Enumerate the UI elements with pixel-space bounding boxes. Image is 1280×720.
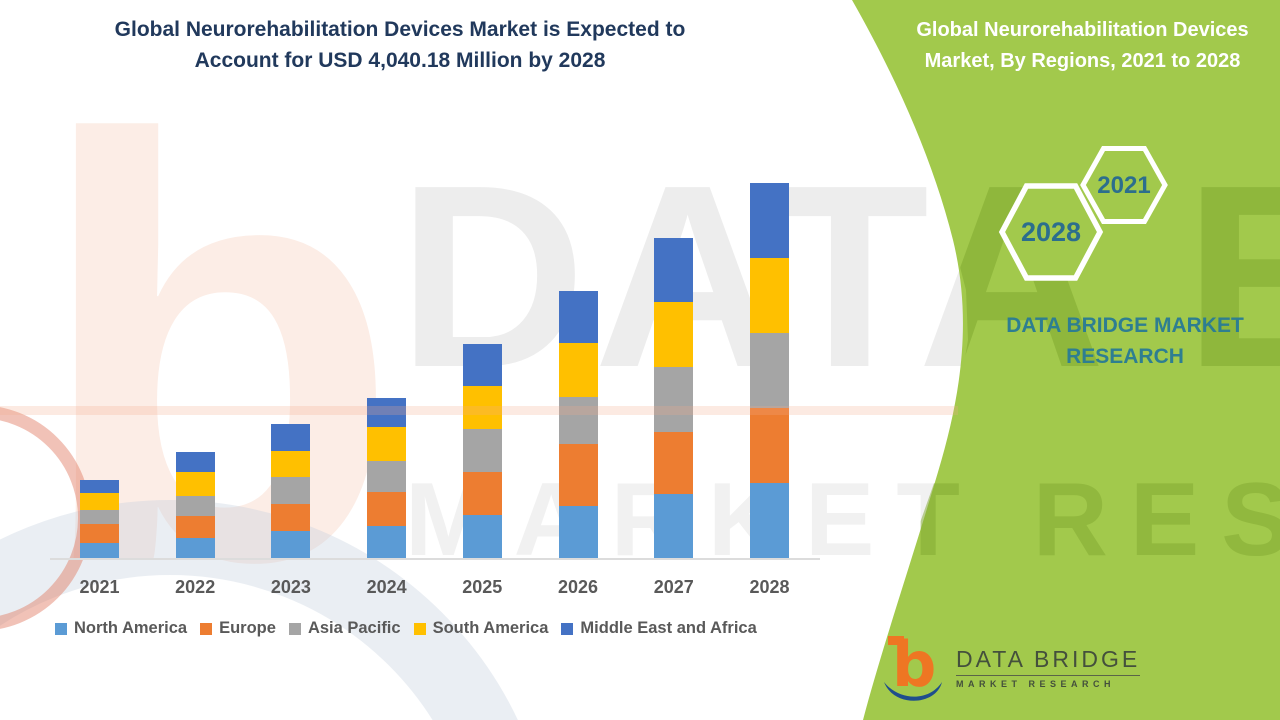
brand-text-line1: DATA BRIDGE MARKET — [1006, 314, 1244, 337]
bar-2023 — [271, 423, 311, 558]
bar-segment-middle-east-and-africa — [462, 343, 502, 386]
chart-title-line1: Global Neurorehabilitation Devices Marke… — [114, 18, 686, 41]
bar-segment-north-america — [367, 525, 407, 558]
bar-segment-asia-pacific — [654, 366, 694, 432]
bar-segment-middle-east-and-africa — [80, 480, 119, 493]
bar-segment-north-america — [558, 505, 598, 558]
bar-2022 — [175, 451, 215, 558]
x-axis-label-2022: 2022 — [175, 577, 216, 597]
bar-segment-north-america — [462, 514, 502, 558]
bar-segment-europe — [750, 408, 789, 484]
legend-item-north-america: North America — [55, 619, 187, 638]
bar-2024 — [367, 397, 407, 558]
bar-segment-north-america — [750, 483, 789, 559]
legend-label-asia-pacific: Asia Pacific — [307, 619, 401, 637]
legend-item-asia-pacific: Asia Pacific — [288, 619, 401, 638]
bar-segment-asia-pacific — [367, 460, 407, 492]
bar-segment-asia-pacific — [175, 495, 215, 516]
bar-segment-north-america — [271, 531, 311, 558]
bar-segment-asia-pacific — [558, 396, 598, 444]
bar-segment-middle-east-and-africa — [558, 290, 598, 343]
legend-item-south-america: South America — [413, 619, 549, 638]
legend-item-europe: Europe — [200, 619, 276, 638]
legend-label-south-america: South America — [432, 619, 549, 637]
chart-title-line2: Account for USD 4,040.18 Million by 2028 — [194, 49, 606, 72]
legend-swatch-south-america — [413, 622, 426, 635]
bar-segment-south-america — [654, 302, 694, 367]
x-axis-label-2028: 2028 — [749, 577, 790, 597]
legend-item-middle-east-and-africa: Middle East and Africa — [561, 619, 757, 638]
x-axis-label-2021: 2021 — [79, 577, 120, 597]
dbmr-logo-name: DATA BRIDGE — [956, 646, 1141, 676]
x-axis-line — [50, 558, 820, 560]
legend-label-north-america: North America — [74, 619, 188, 637]
bar-segment-asia-pacific — [271, 476, 311, 504]
bar-segment-north-america — [654, 493, 694, 558]
x-axis-label-2026: 2026 — [557, 577, 599, 597]
hexagon-2028-year: 2028 — [1021, 217, 1081, 247]
bar-segment-asia-pacific — [80, 510, 119, 524]
legend-swatch-asia-pacific — [288, 622, 301, 635]
x-axis-label-2027: 2027 — [653, 577, 694, 597]
bar-segment-middle-east-and-africa — [175, 451, 215, 472]
hexagon-2021-year: 2021 — [1097, 172, 1150, 199]
bar-segment-europe — [558, 443, 598, 506]
x-axis-label-2025: 2025 — [462, 577, 503, 597]
bar-segment-middle-east-and-africa — [271, 423, 311, 452]
hexagon-badges: 2021 2028 — [998, 146, 1168, 281]
bar-segment-north-america — [80, 543, 119, 558]
bar-segment-south-america — [558, 342, 598, 397]
legend-swatch-middle-east-and-africa — [561, 622, 574, 635]
brand-text-line2: RESEARCH — [1066, 345, 1184, 368]
svg-text:b: b — [892, 630, 936, 701]
bar-2025 — [462, 343, 502, 558]
bar-segment-asia-pacific — [750, 333, 789, 409]
bar-segment-south-america — [175, 471, 215, 496]
bar-segment-asia-pacific — [462, 428, 502, 472]
legend-swatch-europe — [200, 622, 213, 635]
bar-segment-middle-east-and-africa — [367, 397, 407, 427]
bar-segment-south-america — [750, 258, 789, 334]
legend-label-europe: Europe — [219, 619, 276, 637]
bar-2021 — [80, 480, 119, 558]
x-axis-label-2024: 2024 — [366, 577, 407, 597]
bar-segment-europe — [462, 471, 502, 515]
bar-segment-middle-east-and-africa — [750, 183, 789, 259]
x-axis-label-2023: 2023 — [270, 577, 311, 597]
panel-title-line1: Global Neurorehabilitation Devices — [916, 19, 1249, 41]
bar-segment-north-america — [175, 537, 215, 558]
bar-2027 — [654, 238, 694, 558]
bar-segment-south-america — [367, 426, 407, 461]
bar-2026 — [558, 290, 598, 558]
brand-text: DATA BRIDGE MARKET RESEARCH — [960, 310, 1280, 372]
bar-segment-europe — [367, 491, 407, 526]
hexagon-2021-badge — [1080, 146, 1168, 224]
bar-segment-europe — [654, 431, 694, 494]
bar-segment-europe — [271, 503, 311, 532]
bar-segment-south-america — [462, 385, 502, 429]
bar-segment-south-america — [80, 493, 119, 510]
dbmr-logo-b-icon: b — [884, 630, 942, 701]
dbmr-logo: b DATA BRIDGE MARKET RESEARCH — [882, 630, 1141, 704]
bar-segment-europe — [80, 524, 119, 543]
chart-title: Global Neurorehabilitation Devices Marke… — [55, 14, 745, 76]
chart-legend: North America Europe Asia Pacific South Ame… — [55, 619, 757, 638]
dbmr-logo-tagline: MARKET RESEARCH — [956, 678, 1116, 689]
panel-title-line2: Market, By Regions, 2021 to 2028 — [924, 50, 1241, 72]
hexagon-2028-badge — [998, 183, 1104, 281]
legend-swatch-north-america — [55, 622, 67, 635]
bar-segment-south-america — [271, 451, 311, 477]
bar-segment-europe — [175, 515, 215, 538]
panel-title: Global Neurorehabilitation Devices Marke… — [890, 15, 1275, 77]
bar-segment-middle-east-and-africa — [654, 238, 694, 302]
bar-2028 — [750, 183, 789, 559]
legend-label-middle-east-and-africa: Middle East and Africa — [580, 619, 757, 637]
